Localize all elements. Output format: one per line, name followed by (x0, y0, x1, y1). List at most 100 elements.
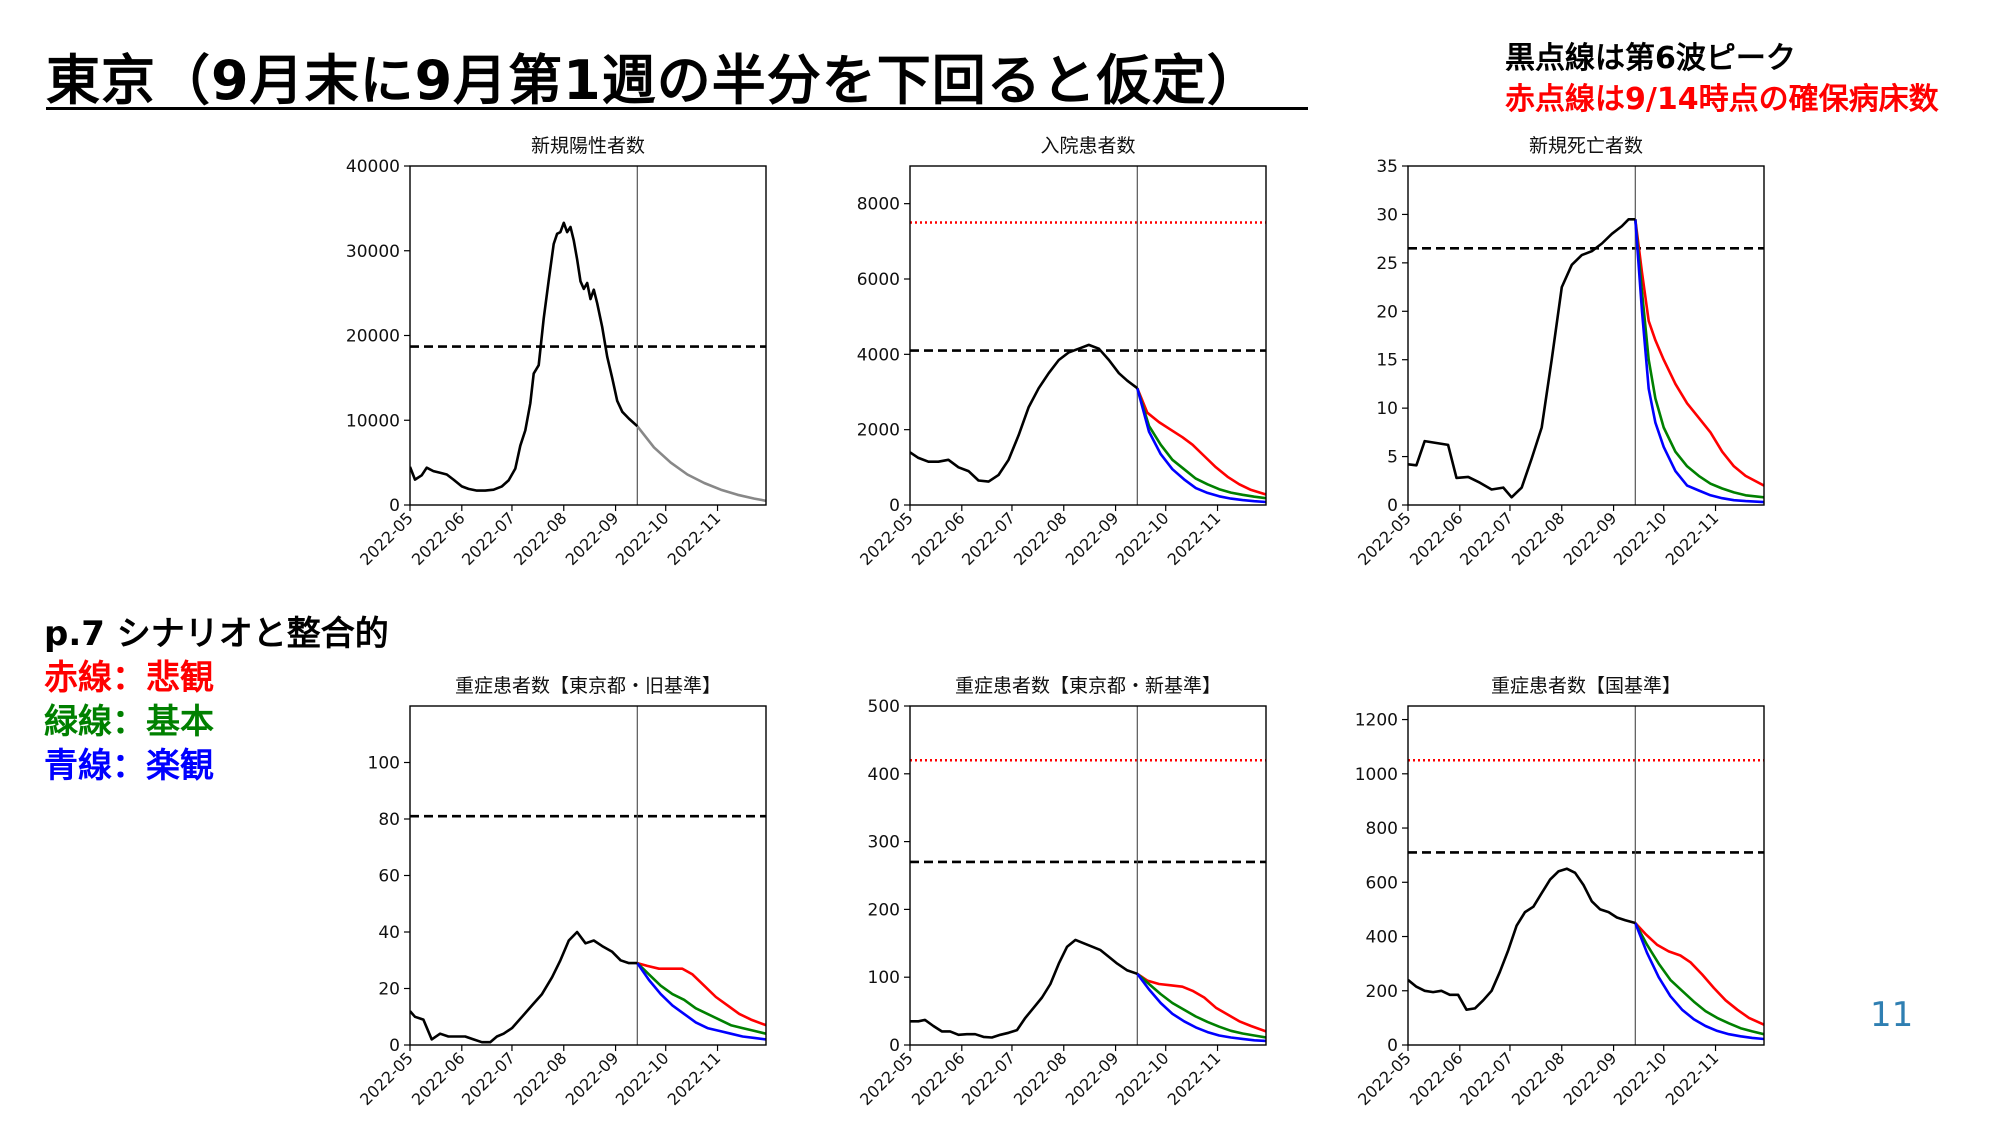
chart-hospitalized-patients: 入院患者数020004000600080002022-052022-062022… (856, 135, 1267, 569)
x-tick-label: 2022-09 (1062, 508, 1123, 569)
x-tick-label: 2022-07 (1456, 1048, 1517, 1109)
chart-title: 重症患者数【東京都・旧基準】 (455, 675, 721, 697)
y-tick-label: 35 (1376, 157, 1398, 177)
y-tick-label: 400 (868, 765, 900, 785)
x-tick-label: 2022-10 (1610, 508, 1671, 569)
y-tick-label: 0 (889, 496, 900, 516)
x-tick-label: 2022-07 (958, 508, 1019, 569)
y-tick-label: 80 (378, 810, 400, 830)
x-tick-label: 2022-05 (856, 508, 917, 569)
plot-area (410, 166, 766, 505)
x-tick-label: 2022-09 (1560, 508, 1621, 569)
series-line-blue (1634, 219, 1764, 504)
x-tick-label: 2022-06 (908, 1048, 969, 1109)
x-tick-label: 2022-09 (1560, 1048, 1621, 1109)
y-tick-label: 10000 (346, 411, 400, 431)
series-line-green (1136, 972, 1266, 1039)
series-line-red (1634, 922, 1764, 1026)
plot-area (1408, 706, 1764, 1045)
y-tick-label: 60 (378, 867, 400, 887)
y-tick-label: 30000 (346, 242, 400, 262)
y-tick-label: 25 (1376, 254, 1398, 274)
y-tick-label: 2000 (857, 421, 900, 441)
x-tick-label: 2022-10 (612, 508, 673, 569)
series-line-red (636, 961, 766, 1027)
y-tick-label: 400 (1366, 928, 1398, 948)
x-tick-label: 2022-07 (458, 1048, 519, 1109)
scenario-note: p.7 シナリオと整合的 (44, 614, 389, 654)
x-tick-label: 2022-06 (408, 508, 469, 569)
y-tick-label: 0 (889, 1036, 900, 1056)
legend-note-black: 黒点線は第6波ピーク (1505, 41, 1796, 76)
y-tick-label: 100 (368, 754, 400, 774)
y-tick-label: 8000 (857, 195, 900, 215)
chart-severe-tokyo-new-criteria: 重症患者数【東京都・新基準】01002003004005002022-05202… (856, 675, 1267, 1109)
legend-red-pessimistic: 赤線：悲観 (44, 658, 214, 698)
chart-severe-national-criteria: 重症患者数【国基準】0200400600800100012002022-0520… (1354, 675, 1765, 1109)
chart-title: 重症患者数【国基準】 (1491, 675, 1681, 697)
y-tick-label: 300 (868, 833, 900, 853)
series-line-blue (1136, 973, 1266, 1043)
plot-frame (909, 165, 1267, 506)
y-tick-label: 800 (1366, 819, 1398, 839)
y-tick-label: 4000 (857, 345, 900, 365)
x-tick-label: 2022-07 (958, 1048, 1019, 1109)
plot-frame (1407, 165, 1765, 506)
x-tick-label: 2022-05 (1354, 508, 1415, 569)
x-tick-label: 2022-10 (1610, 1048, 1671, 1109)
x-tick-label: 2022-07 (458, 508, 519, 569)
series-line-black (410, 221, 639, 492)
x-tick-label: 2022-08 (510, 508, 571, 569)
x-tick-label: 2022-11 (1164, 508, 1225, 569)
y-tick-label: 0 (389, 1036, 400, 1056)
y-tick-label: 200 (868, 900, 900, 920)
plot-frame (409, 165, 767, 506)
series-line-red (1634, 219, 1764, 487)
x-tick-label: 2022-11 (1164, 1048, 1225, 1109)
chart-title: 入院患者数 (1040, 135, 1135, 157)
y-tick-label: 200 (1366, 982, 1398, 1002)
x-tick-label: 2022-08 (1508, 1048, 1569, 1109)
x-tick-label: 2022-08 (510, 1048, 571, 1109)
x-tick-label: 2022-05 (356, 1048, 417, 1109)
y-tick-label: 40 (378, 923, 400, 943)
chart-new-positive-cases: 新規陽性者数0100002000030000400002022-052022-0… (346, 135, 767, 569)
plot-area (410, 706, 766, 1045)
y-tick-label: 15 (1376, 351, 1398, 371)
y-tick-label: 0 (1387, 1036, 1398, 1056)
legend-green-baseline: 緑線：基本 (44, 702, 214, 742)
y-tick-label: 6000 (857, 270, 900, 290)
x-tick-label: 2022-08 (1508, 508, 1569, 569)
series-line-blue (1136, 387, 1266, 504)
x-tick-label: 2022-05 (356, 508, 417, 569)
y-tick-label: 20 (1376, 302, 1398, 322)
x-tick-label: 2022-11 (1662, 1048, 1723, 1109)
y-tick-label: 500 (868, 697, 900, 717)
x-tick-label: 2022-09 (562, 508, 623, 569)
y-tick-label: 100 (868, 968, 900, 988)
x-tick-label: 2022-05 (1354, 1048, 1415, 1109)
slide-title: 東京（9月末に9月第1週の半分を下回ると仮定） (46, 49, 1262, 112)
series-line-black (1408, 867, 1636, 1012)
chart-title: 新規陽性者数 (531, 135, 645, 157)
y-tick-label: 20 (378, 980, 400, 1000)
series-line-black (410, 930, 638, 1044)
x-tick-label: 2022-09 (562, 1048, 623, 1109)
legend-blue-optimistic: 青線：楽観 (44, 746, 214, 786)
series-line-red (1136, 972, 1266, 1033)
x-tick-label: 2022-11 (664, 508, 725, 569)
series-line-green (1136, 387, 1266, 500)
chart-title: 重症患者数【東京都・新基準】 (955, 675, 1221, 697)
x-tick-label: 2022-06 (908, 508, 969, 569)
series-line-gray (636, 425, 766, 503)
series-line-blue (636, 962, 766, 1041)
series-line-green (1634, 922, 1764, 1036)
y-tick-label: 0 (389, 496, 400, 516)
plot-area (910, 706, 1266, 1045)
title-underline (46, 107, 1308, 110)
series-line-black (1408, 218, 1636, 499)
y-tick-label: 30 (1376, 205, 1398, 225)
plot-area (1408, 166, 1764, 505)
x-tick-label: 2022-10 (612, 1048, 673, 1109)
x-tick-label: 2022-07 (1456, 508, 1517, 569)
